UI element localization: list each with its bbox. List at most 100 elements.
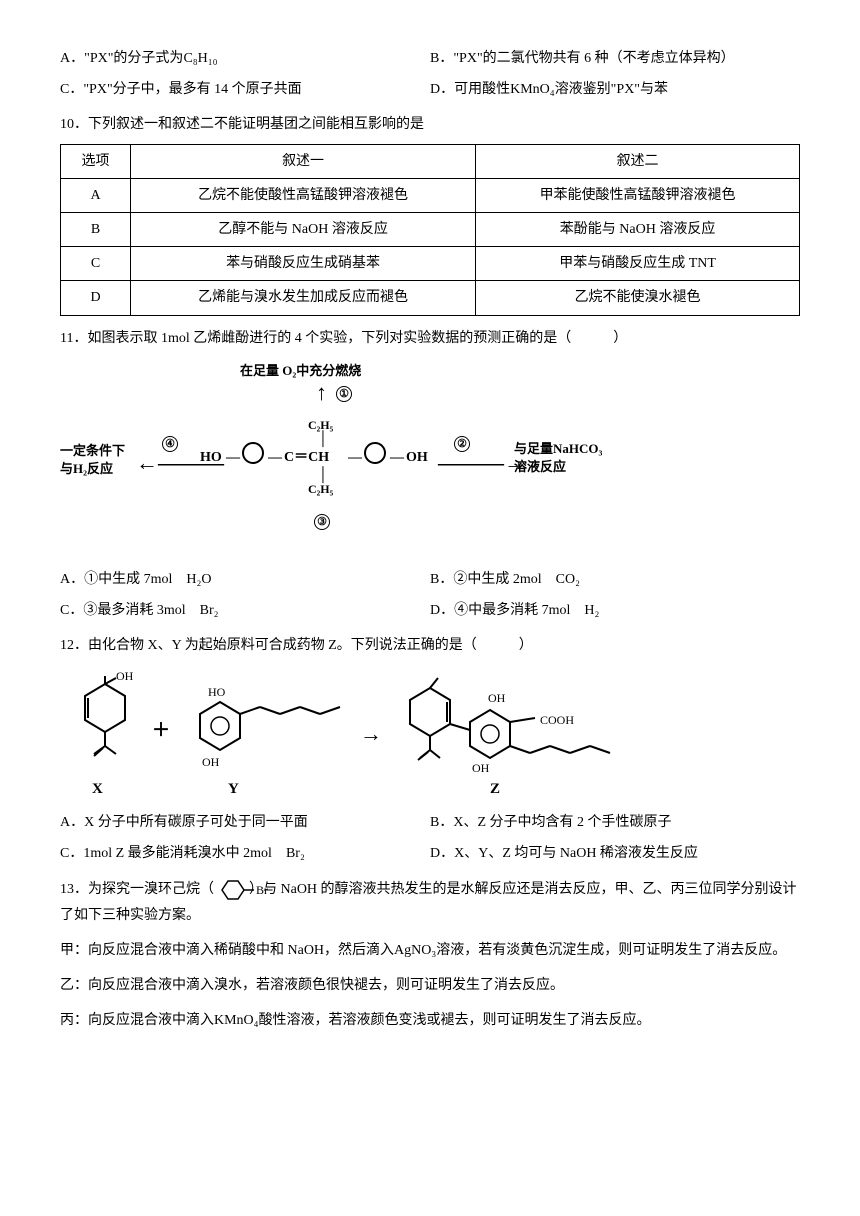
table-row: A 乙烷不能使酸性高锰酸钾溶液褪色 甲苯能使酸性高锰酸钾溶液褪色 <box>61 178 800 212</box>
q11-bond-icon: — <box>226 445 240 470</box>
table-row: B 乙醇不能与 NaOH 溶液反应 苯酚能与 NaOH 溶液反应 <box>61 212 800 246</box>
q11-optD-pre: D．④中最多消耗 7mol <box>430 603 584 618</box>
q10-r1c2: 苯酚能与 NaOH 溶液反应 <box>476 212 800 246</box>
q11-optC: C．③最多消耗 3mol Br₂ <box>60 598 430 623</box>
q11-top-label: 在足量 O₂中充分燃烧 <box>240 359 361 382</box>
q9-optD-formula: KMnO₄ <box>510 82 555 97</box>
q12-label-x: X <box>92 776 103 803</box>
q13-br-label: Br <box>256 883 268 897</box>
q10-h0: 选项 <box>61 144 131 178</box>
q13-jia-formula: AgNO₃ <box>394 943 436 958</box>
q11-optA-formula: H₂O <box>186 572 211 587</box>
q10-r3c2: 乙烷不能使溴水褪色 <box>476 281 800 315</box>
q10-r2c1: 苯与硝酸反应生成硝基苯 <box>131 247 476 281</box>
q9-optD-post: 溶液鉴别"PX"与苯 <box>555 82 668 97</box>
benzene-ring-icon <box>242 442 264 464</box>
q9-optB: B．"PX"的二氯代物共有 6 种（不考虑立体异构） <box>430 46 800 71</box>
q10-r0c1: 乙烷不能使酸性高锰酸钾溶液褪色 <box>131 178 476 212</box>
q13-yi: 乙：向反应混合液中滴入溴水，若溶液颜色很快褪去，则可证明发生了消去反应。 <box>60 973 800 998</box>
q10-r2c2: 甲苯与硝酸反应生成 TNT <box>476 247 800 281</box>
q12-z-cooh: COOH <box>540 710 574 732</box>
benzene-ring-icon <box>364 442 386 464</box>
q11-right-label2: 溶液反应 <box>514 455 566 478</box>
q11-optA: A．①中生成 7mol H₂O <box>60 567 430 592</box>
q12-z-oh: OH <box>488 688 505 710</box>
q13-bing-post: 酸性溶液，若溶液颜色变浅或褪去，则可证明发生了消去反应。 <box>259 1013 651 1028</box>
cyclohexane-br-icon: Br <box>218 877 246 903</box>
q12-optC-formula: Br₂ <box>286 846 305 861</box>
q10-r3c0: D <box>61 281 131 315</box>
arrow-left-icon: ←——— <box>136 443 224 483</box>
q13-bing-pre: 丙：向反应混合液中滴入 <box>60 1013 214 1028</box>
q11-oh: OH <box>406 445 428 470</box>
q9-optA: A．"PX"的分子式为C₈H₁₀ <box>60 46 430 71</box>
q13-jia-post: 溶液，若有淡黄色沉淀生成，则可证明发生了消去反应。 <box>436 943 786 958</box>
q12-options-row1: A．X 分子中所有碳原子可处于同一平面 B．X、Z 分子中均含有 2 个手性碳原… <box>60 810 800 835</box>
q11-optC-pre: C．③最多消耗 3mol <box>60 603 200 618</box>
q13-stem-pre: 13．为探究一溴环己烷（ <box>60 882 214 897</box>
structure-z-icon <box>400 670 650 780</box>
q11-bond-icon: — <box>348 445 362 470</box>
table-row: C 苯与硝酸反应生成硝基苯 甲苯与硝酸反应生成 TNT <box>61 247 800 281</box>
q11-optB-formula: CO₂ <box>556 572 580 587</box>
arrow-right-icon: ———→ <box>438 443 526 483</box>
q12-x-oh: OH <box>116 666 133 688</box>
q10-stem: 10．下列叙述一和叙述二不能证明基团之间能相互影响的是 <box>60 112 800 137</box>
q10-h2: 叙述二 <box>476 144 800 178</box>
q10-h1: 叙述一 <box>131 144 476 178</box>
q11-optD: D．④中最多消耗 7mol H₂ <box>430 598 800 623</box>
q12-y-ho1: HO <box>208 682 225 704</box>
q12-diagram: OH X ＋ HO OH Y → <box>60 664 680 804</box>
q9-optA-text: A．"PX"的分子式为 <box>60 51 183 66</box>
q11-circ4: ④ <box>162 431 178 454</box>
q12-optC: C．1mol Z 最多能消耗溴水中 2mol Br₂ <box>60 841 430 866</box>
q13-bing: 丙：向反应混合液中滴入KMnO₄酸性溶液，若溶液颜色变浅或褪去，则可证明发生了消… <box>60 1008 800 1033</box>
q11-optC-formula: Br₂ <box>200 603 219 618</box>
q9-optA-formula: C₈H₁₀ <box>183 51 217 66</box>
q11-bond-icon: — <box>390 445 404 470</box>
q10-r2c0: C <box>61 247 131 281</box>
q10-table: 选项 叙述一 叙述二 A 乙烷不能使酸性高锰酸钾溶液褪色 甲苯能使酸性高锰酸钾溶… <box>60 144 800 316</box>
q11-circ1: ① <box>336 381 352 404</box>
q11-bond-icon: — <box>268 445 282 470</box>
q11-circ2: ② <box>454 431 470 454</box>
q12-optC-pre: C．1mol Z 最多能消耗溴水中 2mol <box>60 846 286 861</box>
q13-jia: 甲：向反应混合液中滴入稀硝酸中和 NaOH，然后滴入AgNO₃溶液，若有淡黄色沉… <box>60 938 800 963</box>
q11-circ3: ③ <box>314 509 330 532</box>
plus-icon: ＋ <box>152 714 170 746</box>
q12-optB: B．X、Z 分子中均含有 2 个手性碳原子 <box>430 810 800 835</box>
q12-mol-x-icon <box>70 674 140 769</box>
q10-r0c2: 甲苯能使酸性高锰酸钾溶液褪色 <box>476 178 800 212</box>
q12-mol-z-icon <box>400 670 650 780</box>
q12-options-row2: C．1mol Z 最多能消耗溴水中 2mol Br₂ D．X、Y、Z 均可与 N… <box>60 841 800 866</box>
q10-r0c0: A <box>61 178 131 212</box>
q12-stem: 12．由化合物 X、Y 为起始原料可合成药物 Z。下列说法正确的是（ ） <box>60 633 800 658</box>
q12-optA: A．X 分子中所有碳原子可处于同一平面 <box>60 810 430 835</box>
q10-r1c0: B <box>61 212 131 246</box>
q12-y-oh2: OH <box>202 752 219 774</box>
q11-optA-pre: A．①中生成 7mol <box>60 572 186 587</box>
q12-optD: D．X、Y、Z 均可与 NaOH 稀溶液发生反应 <box>430 841 800 866</box>
q11-options-row1: A．①中生成 7mol H₂O B．②中生成 2mol CO₂ <box>60 567 800 592</box>
q13-bing-formula: KMnO₄ <box>214 1013 259 1028</box>
q9-optC: C．"PX"分子中，最多有 14 个原子共面 <box>60 77 430 102</box>
arrow-right-icon: → <box>360 714 382 754</box>
arrow-up-icon: ↑ <box>316 373 327 413</box>
q11-left-label2: 与H₂反应 <box>60 457 113 480</box>
q12-label-z: Z <box>490 776 500 803</box>
q11-optD-formula: H₂ <box>584 603 599 618</box>
q9-optD: D．可用酸性KMnO₄溶液鉴别"PX"与苯 <box>430 77 800 102</box>
q11-diagram: 在足量 O₂中充分燃烧 ↑ ① C₂H₅ │ HO — — C＝CH — — O… <box>60 359 680 559</box>
q9-optD-pre: D．可用酸性 <box>430 82 510 97</box>
q11-optB-pre: B．②中生成 2mol <box>430 572 556 587</box>
q13-jia-pre: 甲：向反应混合液中滴入稀硝酸中和 NaOH，然后滴入 <box>60 943 394 958</box>
q13-stem: 13．为探究一溴环己烷（ Br ）与 NaOH 的醇溶液共热发生的是水解反应还是… <box>60 877 800 928</box>
q12-z-oh2: OH <box>472 758 489 780</box>
q9-options-row2: C．"PX"分子中，最多有 14 个原子共面 D．可用酸性KMnO₄溶液鉴别"P… <box>60 77 800 102</box>
q9-options-row1: A．"PX"的分子式为C₈H₁₀ B．"PX"的二氯代物共有 6 种（不考虑立体… <box>60 46 800 71</box>
q11-optB: B．②中生成 2mol CO₂ <box>430 567 800 592</box>
q11-sub-bottom: C₂H₅ <box>308 479 333 501</box>
q11-stem: 11．如图表示取 1mol 乙烯雌酚进行的 4 个实验，下列对实验数据的预测正确… <box>60 326 800 351</box>
q10-r1c1: 乙醇不能与 NaOH 溶液反应 <box>131 212 476 246</box>
q11-options-row2: C．③最多消耗 3mol Br₂ D．④中最多消耗 7mol H₂ <box>60 598 800 623</box>
